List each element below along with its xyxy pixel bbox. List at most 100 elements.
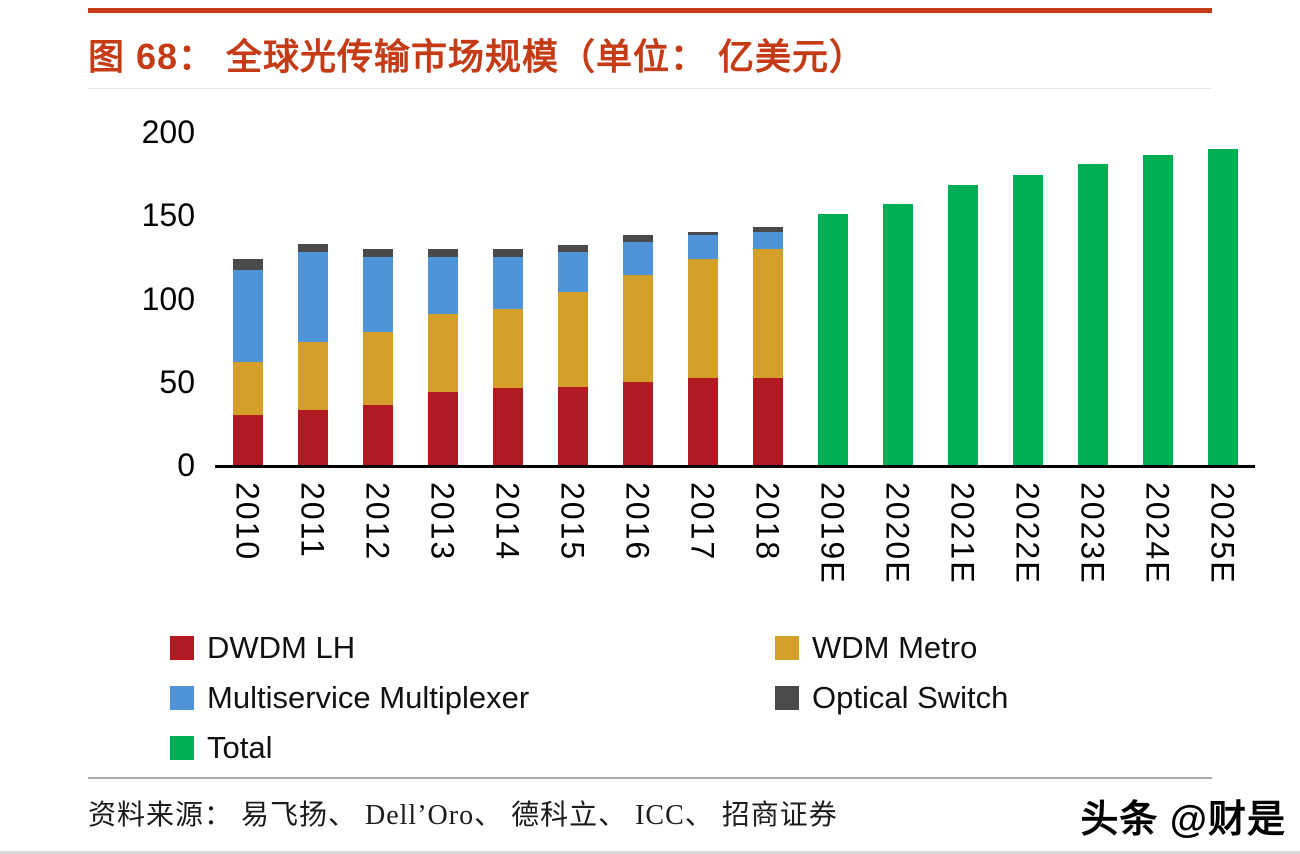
legend-item-dwdm-lh: DWDM LH <box>170 630 775 666</box>
bar-segment-wdm-metro <box>362 331 393 406</box>
x-axis-label: 2017 <box>684 482 721 562</box>
stacked-bar <box>687 231 718 465</box>
bar-segment-wdm-metro <box>687 258 718 379</box>
bar-segment-dwdm-lh <box>492 388 523 465</box>
legend-label: DWDM LH <box>207 630 356 665</box>
bar-segment-dwdm-lh <box>752 378 783 465</box>
x-label-cell: 2024E <box>1125 482 1190 585</box>
bar-column <box>345 132 410 465</box>
x-label-cell: 2018 <box>735 482 800 585</box>
stacked-bar <box>427 248 458 465</box>
bar-segment-optical-switch <box>297 243 328 252</box>
x-label-cell: 2025E <box>1190 482 1255 585</box>
bar-segment-optical-switch <box>362 248 393 257</box>
source-divider <box>88 777 1212 779</box>
x-axis-label: 2016 <box>619 482 656 562</box>
x-label-cell: 2014 <box>475 482 540 585</box>
legend-swatch <box>170 636 194 660</box>
bar-column <box>215 132 280 465</box>
x-axis-label: 2013 <box>424 482 461 562</box>
x-axis-label: 2023E <box>1074 482 1111 585</box>
legend-item-multiservice-multiplexer: Multiservice Multiplexer <box>170 680 775 716</box>
x-label-cell: 2022E <box>995 482 1060 585</box>
bar-segment-multiservice-multiplexer <box>362 256 393 332</box>
legend-swatch <box>170 686 194 710</box>
bar-segment-total <box>1207 148 1238 465</box>
bar-segment-multiservice-multiplexer <box>297 251 328 342</box>
bar-column <box>930 132 995 465</box>
legend-label: WDM Metro <box>812 630 978 665</box>
bar-segment-wdm-metro <box>492 308 523 389</box>
x-label-cell: 2016 <box>605 482 670 585</box>
stacked-bar <box>362 248 393 465</box>
bar-segment-optical-switch <box>557 245 588 252</box>
bar-segment-wdm-metro <box>232 361 263 416</box>
legend-swatch <box>775 636 799 660</box>
bar-segment-optical-switch <box>427 248 458 257</box>
bar-segment-wdm-metro <box>297 341 328 411</box>
legend-label: Total <box>207 730 273 765</box>
x-label-cell: 2017 <box>670 482 735 585</box>
y-tick-label: 150 <box>141 197 195 234</box>
bar-column <box>410 132 475 465</box>
bar-segment-multiservice-multiplexer <box>427 256 458 314</box>
y-tick-label: 50 <box>159 363 195 400</box>
stacked-bar <box>882 203 913 465</box>
bar-segment-optical-switch <box>232 258 263 271</box>
bar-segment-multiservice-multiplexer <box>492 256 523 309</box>
x-label-cell: 2010 <box>215 482 280 585</box>
x-axis-label: 2018 <box>749 482 786 562</box>
x-axis-label: 2014 <box>489 482 526 562</box>
bar-segment-wdm-metro <box>622 275 653 382</box>
bar-column <box>1060 132 1125 465</box>
title-divider <box>88 88 1212 89</box>
bar-segment-dwdm-lh <box>427 391 458 465</box>
bar-column <box>800 132 865 465</box>
y-tick-label: 100 <box>141 280 195 317</box>
legend-label: Optical Switch <box>812 680 1009 715</box>
x-axis-label: 2019E <box>814 482 851 585</box>
bar-segment-multiservice-multiplexer <box>622 241 653 276</box>
x-label-cell: 2021E <box>930 482 995 585</box>
bar-column <box>475 132 540 465</box>
bar-segment-wdm-metro <box>752 248 783 379</box>
bar-segment-total <box>882 203 913 465</box>
x-axis-label: 2010 <box>229 482 266 562</box>
y-tick-label: 0 <box>177 447 195 483</box>
bar-segment-total <box>1012 175 1043 465</box>
x-axis-labels: 2010 2011 2012 2013 2014 2015 2016 2017 2018 2019… <box>215 482 1255 585</box>
bar-segment-dwdm-lh <box>622 381 653 465</box>
bar-segment-dwdm-lh <box>687 378 718 465</box>
bar-segment-wdm-metro <box>427 313 458 392</box>
x-axis-label: 2024E <box>1139 482 1176 585</box>
stacked-bar <box>492 248 523 465</box>
stacked-bar <box>947 185 978 465</box>
stacked-bar <box>1207 148 1238 465</box>
x-axis-label: 2012 <box>359 482 396 562</box>
x-axis-label: 2015 <box>554 482 591 562</box>
bar-segment-multiservice-multiplexer <box>687 235 718 259</box>
x-label-cell: 2011 <box>280 482 345 585</box>
bar-segment-total <box>1142 155 1173 465</box>
stacked-bar <box>817 213 848 465</box>
legend-swatch <box>775 686 799 710</box>
bar-column <box>540 132 605 465</box>
bar-segment-optical-switch <box>622 235 653 242</box>
bar-column <box>670 132 735 465</box>
x-label-cell: 2012 <box>345 482 410 585</box>
bar-segment-optical-switch <box>687 231 718 236</box>
legend-item-wdm-metro: WDM Metro <box>775 630 1150 666</box>
bar-segment-multiservice-multiplexer <box>232 270 263 362</box>
bar-segment-total <box>1077 163 1108 465</box>
bar-segment-total <box>817 213 848 465</box>
x-axis-label: 2022E <box>1009 482 1046 585</box>
bar-segment-total <box>947 185 978 465</box>
bar-column <box>1125 132 1190 465</box>
bar-segment-optical-switch <box>492 248 523 257</box>
y-tick-label: 200 <box>141 114 195 150</box>
x-label-cell: 2019E <box>800 482 865 585</box>
legend-item-optical-switch: Optical Switch <box>775 680 1150 716</box>
x-label-cell: 2023E <box>1060 482 1125 585</box>
source-label: 资料来源： 易飞扬、 Dell’Oro、 德科立、 ICC、 招商证券 <box>88 800 838 831</box>
